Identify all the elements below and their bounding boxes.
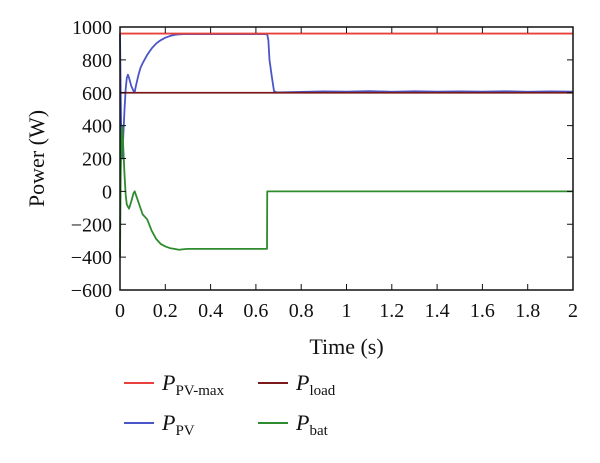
x-tick-label: 0.6: [243, 300, 268, 322]
legend-item-pv: PPV: [124, 410, 195, 439]
legend-item-load: Pload: [258, 370, 336, 399]
legend-item-pv-max: PPV-max: [124, 370, 225, 399]
x-tick-label: 0: [115, 300, 125, 322]
y-tick-label: 1000: [72, 17, 112, 39]
legend: PPV-max Pload PPV Pbat: [124, 370, 336, 439]
x-tick-label: 1.6: [470, 300, 495, 322]
x-tick-label: 1: [342, 300, 352, 322]
series-line-bat: [119, 124, 573, 258]
legend-label: PPV: [161, 410, 195, 439]
x-tick-label: 1.4: [425, 300, 450, 322]
y-tick-label: 800: [82, 50, 112, 72]
y-tick-label: −200: [71, 214, 112, 236]
legend-item-bat: Pbat: [258, 410, 329, 439]
y-tick-label: 0: [102, 181, 112, 203]
y-tick-label: 600: [82, 83, 112, 105]
y-axis: −600 −400 −200 0 200 400 600 800 1000: [71, 17, 573, 302]
x-axis-label: Time (s): [309, 334, 383, 359]
x-tick-label: 2: [568, 300, 578, 322]
legend-label: Pload: [295, 370, 336, 399]
x-tick-label: 0.4: [198, 300, 223, 322]
legend-label: Pbat: [295, 410, 329, 439]
plot-frame: [119, 26, 574, 291]
x-tick-label: 1.2: [379, 300, 404, 322]
y-tick-label: −600: [71, 280, 112, 302]
y-tick-label: 400: [82, 116, 112, 138]
x-tick-label: 0.2: [153, 300, 178, 322]
legend-label: PPV-max: [161, 370, 225, 399]
plot-area: [119, 32, 574, 258]
x-axis: 0 0.2 0.4 0.6 0.8 1 1.2 1.4 1.6 1.8 2: [115, 27, 578, 322]
x-tick-label: 0.8: [289, 300, 314, 322]
y-tick-label: −400: [71, 247, 112, 269]
y-axis-label: Power (W): [24, 110, 49, 207]
x-tick-label: 1.8: [515, 300, 540, 322]
y-tick-label: 200: [82, 149, 112, 171]
series-line-pv: [119, 33, 574, 160]
